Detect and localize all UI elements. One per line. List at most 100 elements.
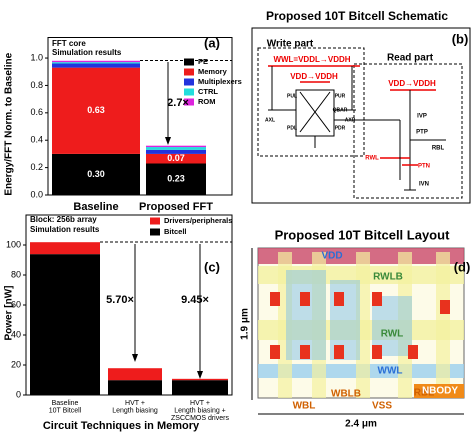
y-tick-label: 0.2 [30,162,43,172]
schematic-label: IVP [417,114,427,120]
bar-segment [52,62,140,64]
schematic-label: PTP [416,130,428,136]
layout-label: WWL [378,366,403,377]
x-tick-label: Length biasing [112,407,158,414]
schematic-label: PUR [335,93,346,99]
legend-label: Bitcell [164,227,187,236]
y-tick-label: 0.0 [30,189,43,199]
x-tick-label: HVT + [190,400,210,407]
x-tick-label: HVT + [125,400,145,407]
schematic-label: PDL [287,125,297,131]
x-tick-label: Length biasing + [174,407,226,414]
panel-label: (b) [452,31,469,46]
x-tick-label: ZSCCMOS drivers [171,415,229,422]
annotation: Block: 256b array [30,215,97,224]
bar-segment [52,60,140,63]
legend-swatch [184,98,194,106]
bar-segment [146,149,206,154]
legend-label: Memory [198,67,228,76]
bar-segment [30,242,100,255]
x-tick-label: Baseline [73,201,118,213]
panel-title: Proposed 10T Bitcell Schematic [266,9,448,23]
dimension-label: 2.4 μm [345,419,377,430]
x-tick-label: Baseline [52,400,79,407]
annotation: 5.70× [106,294,134,306]
schematic-label: RBL [432,146,445,152]
y-tick-label: 1.0 [30,52,43,62]
annotation: 9.45× [181,294,209,306]
schematic-label: Read part [387,53,434,64]
layout-label: WBLB [331,389,361,400]
legend-swatch [150,228,160,236]
schematic-label: RWL [365,156,379,162]
bar-segment [108,380,162,395]
bar-segment [52,153,140,195]
bar-segment [146,147,206,150]
bar-segment [146,153,206,164]
bar-segment [172,378,228,381]
panel-label: (d) [454,259,471,274]
arrow-head [132,354,138,362]
bar-segment [30,254,100,395]
annotation: 2.7× [167,97,189,109]
bar-segment [172,380,228,395]
legend-swatch [184,78,194,86]
schematic-label: VDD→VDDH [388,79,436,88]
layout-label: RWL [381,329,404,340]
schematic-drawing [251,27,471,204]
annotation: Simulation results [52,48,122,57]
schematic-label: IVN [419,182,429,188]
legend-swatch [184,88,194,96]
legend-label: Drivers/peripherals [164,216,232,225]
legend-label: PE [198,57,208,66]
legend-label: ROM [198,97,216,106]
schematic-label: PTN [418,164,430,170]
dimension-label: 1.9 μm [240,308,251,340]
legend-swatch [150,217,160,225]
arrow-head [165,137,171,145]
y-tick-label: 80 [11,269,21,279]
x-axis-label: Circuit Techniques in Memory [43,420,200,432]
y-tick-label: 0.8 [30,80,43,90]
bar-segment [146,163,206,195]
annotation: (c) [204,259,220,274]
y-tick-label: 40 [11,329,21,339]
annotation: Simulation results [30,225,100,234]
annotation: FFT core [52,39,86,48]
y-tick-label: 20 [11,359,21,369]
legend-label: CTRL [198,87,218,96]
arrow-head [197,371,203,379]
layout-label: VDD [321,251,342,262]
legend-swatch [184,68,194,76]
y-axis-label: Power [nW] [4,286,15,341]
schematic-label: VDD→VDDH [290,72,338,81]
layout-label: VSS [372,401,392,412]
value-label: 0.23 [167,174,185,184]
y-axis-label: Energy/FFT Norm. to Baseline [4,52,15,195]
y-tick-label: 100 [6,239,21,249]
schematic-label: PDR [335,125,346,131]
schematic-label: PUL [287,93,297,99]
layout-label: WBL [293,401,316,412]
x-tick-label: Proposed FFT [139,201,213,213]
y-tick-label: 0.6 [30,107,43,117]
bar-segment [146,145,206,148]
layout-label: RWLB [373,272,403,283]
schematic-label: QBAR [333,107,348,113]
schematic-label: AXL [265,117,275,123]
bar-segment [108,368,162,381]
value-label: 0.30 [87,169,105,179]
legend-swatch [184,58,194,66]
annotation: (a) [204,35,220,50]
layout-label: RBL [414,388,435,399]
value-label: 0.63 [87,105,105,115]
legend-label: Multiplexers [198,77,242,86]
bar-segment [52,67,140,154]
panel-title: Proposed 10T Bitcell Layout [275,227,450,242]
y-tick-label: 0 [16,389,21,399]
y-tick-label: 60 [11,299,21,309]
schematic-label: WWL=VDDL→VDDH [273,55,350,64]
value-label: 0.07 [167,153,185,163]
x-tick-label: 10T Bitcell [49,407,82,414]
